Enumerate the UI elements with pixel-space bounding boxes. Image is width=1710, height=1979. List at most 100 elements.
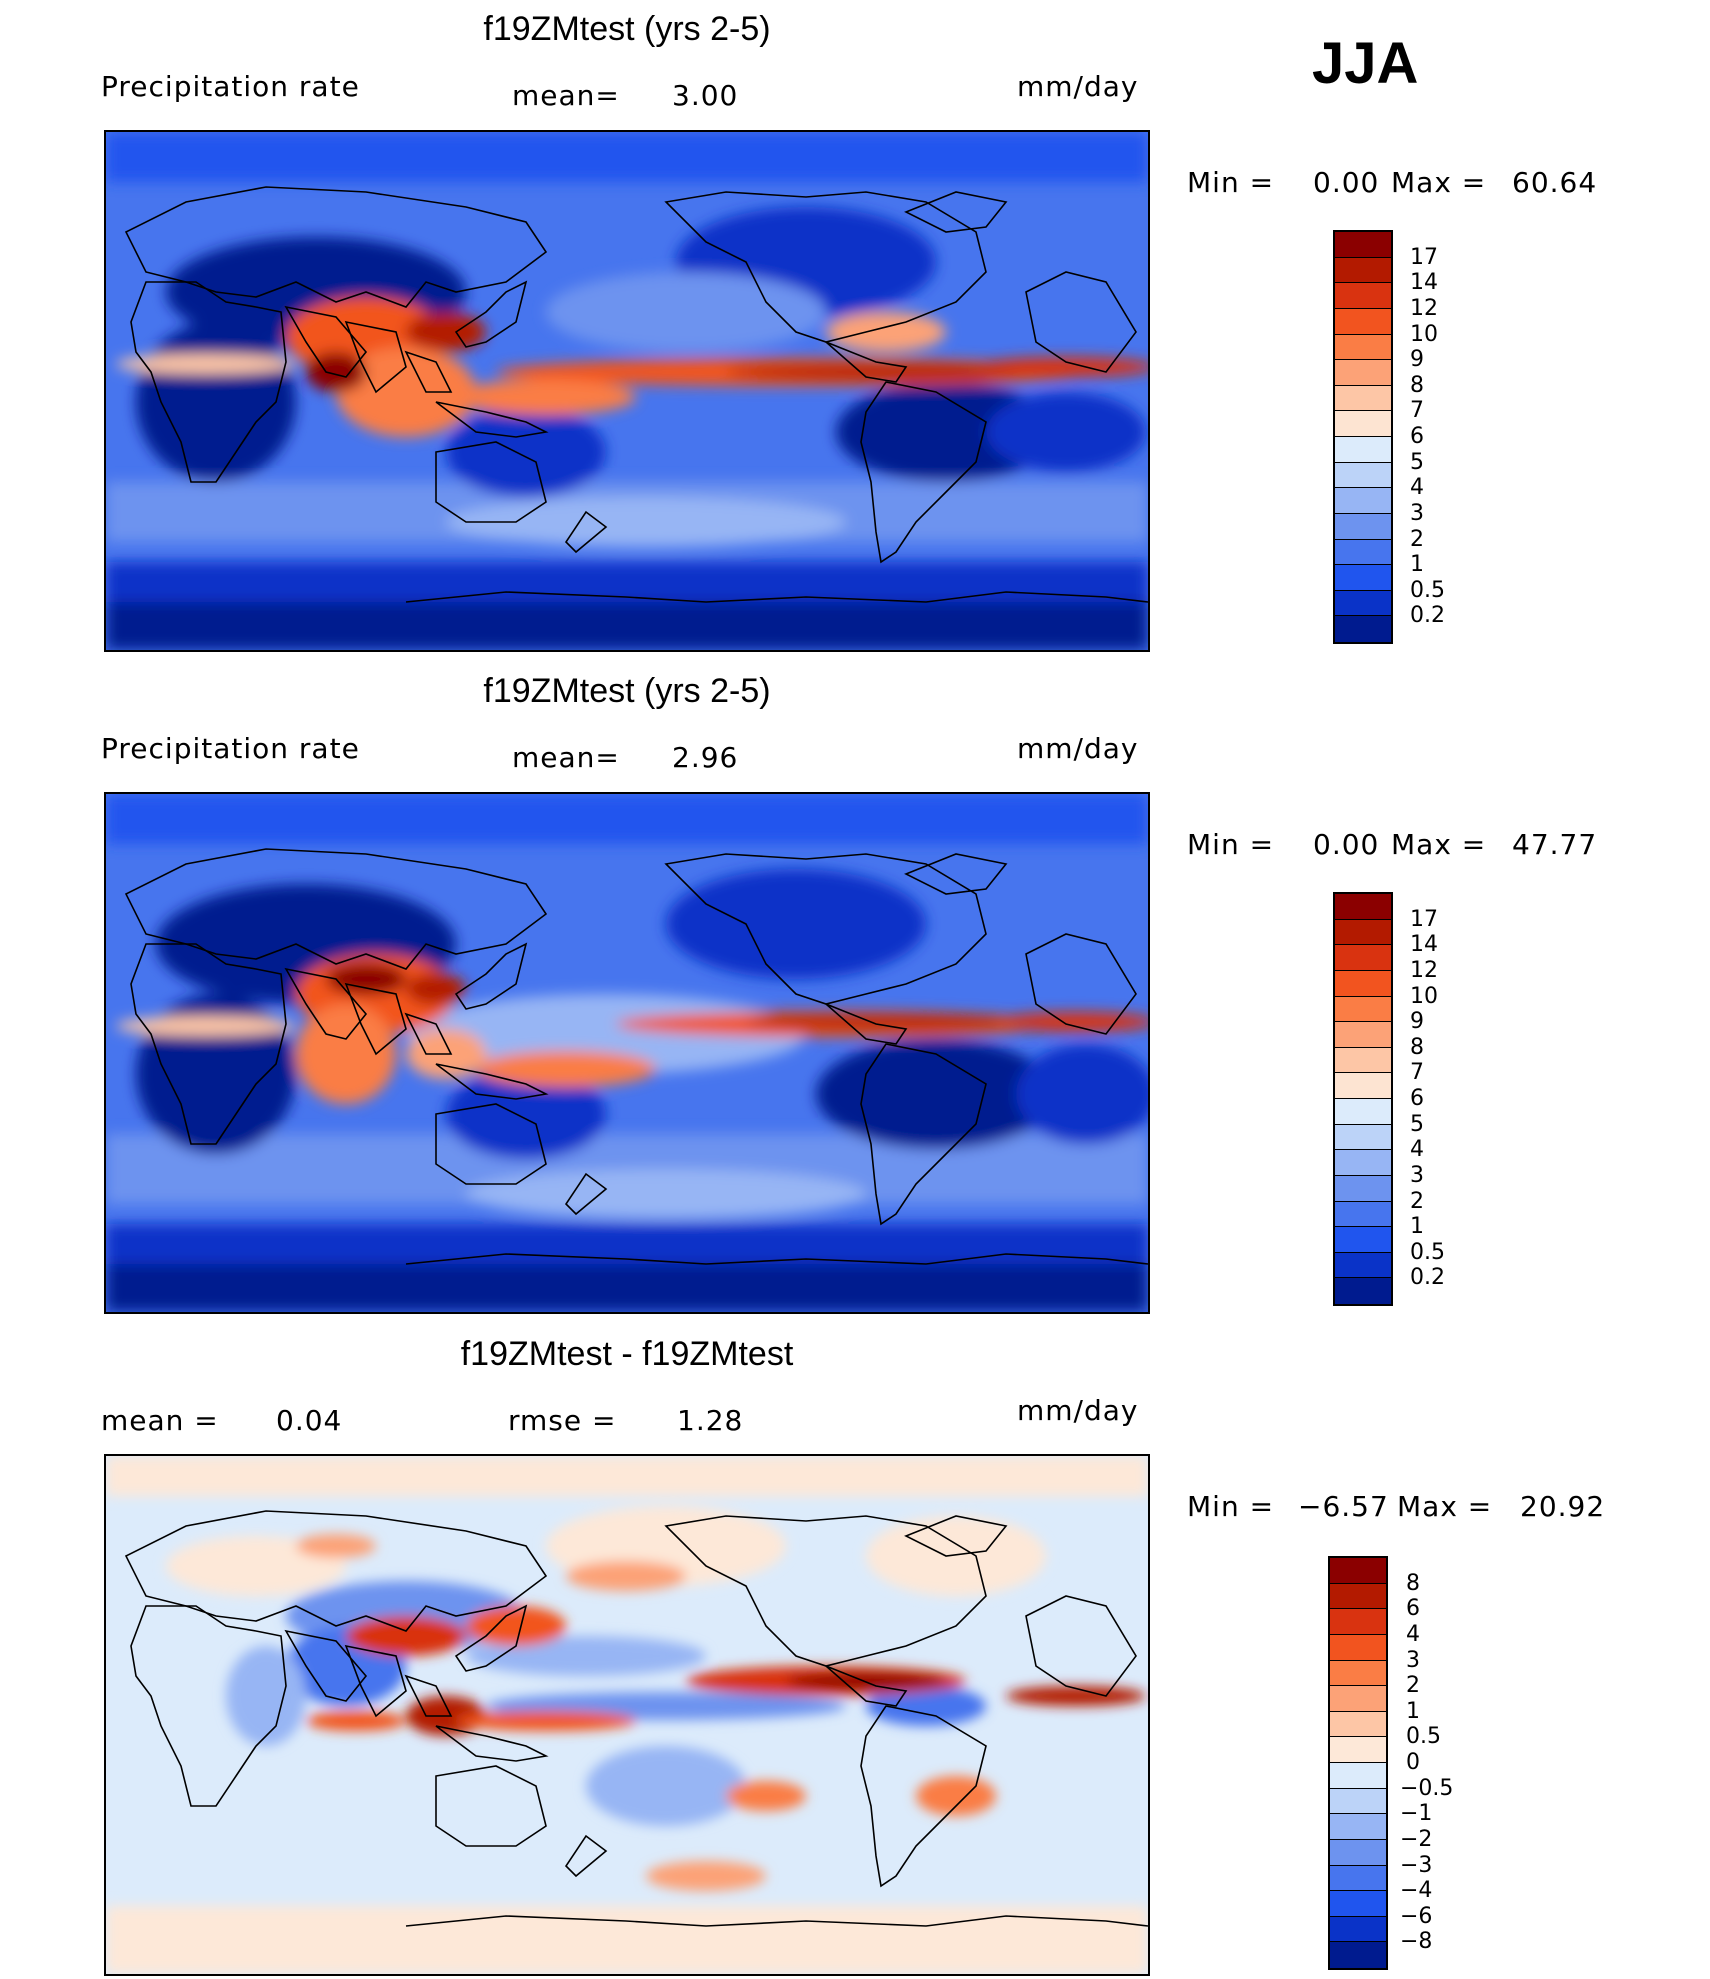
colorbar-tick-label: 7 — [1410, 1060, 1424, 1086]
colorbar-tick-label: 6 — [1406, 1596, 1420, 1622]
panel-3-mean-label: mean = — [101, 1404, 219, 1437]
colorbar-swatch — [1335, 283, 1391, 309]
colorbar-tick-label: 14 — [1410, 270, 1438, 296]
panel-3-title: f19ZMtest - f19ZMtest — [460, 1335, 794, 1373]
colorbar-tick-label: −0.5 — [1400, 1775, 1454, 1801]
colorbar-tick-label: 6 — [1410, 424, 1424, 449]
panel-1-coastlines — [124, 186, 1148, 603]
colorbar-tick-label: 8 — [1406, 1570, 1420, 1596]
colorbar-swatch — [1330, 1942, 1386, 1968]
colorbar-swatch — [1330, 1609, 1386, 1635]
colorbar-tick-label: 2 — [1410, 526, 1424, 552]
panel-2-max-value: 47.77 — [1512, 828, 1598, 861]
panel-3-rmse-label: rmse = — [508, 1404, 617, 1437]
colorbar-swatch — [1330, 1686, 1386, 1712]
colorbar-swatch — [1335, 1252, 1391, 1279]
colorbar-swatch — [1335, 616, 1391, 642]
colorbar-swatch — [1335, 232, 1391, 258]
panel-3-rmse-value: 1.28 — [677, 1404, 744, 1437]
panel-1-colorbar — [1333, 230, 1393, 644]
colorbar-swatch — [1330, 1634, 1386, 1661]
panel-1-min-label: Min = — [1187, 166, 1275, 199]
colorbar-tick-label: 0.5 — [1406, 1724, 1441, 1750]
colorbar-swatch — [1335, 334, 1391, 361]
colorbar-tick-label: 8 — [1410, 1034, 1424, 1060]
panel-3-max-label: Max = — [1397, 1490, 1493, 1523]
panel-2-title: f19ZMtest (yrs 2-5) — [483, 672, 771, 710]
colorbar-tick-label: −1 — [1400, 1801, 1433, 1827]
colorbar-swatch — [1335, 360, 1391, 386]
panel-3-map — [104, 1454, 1150, 1976]
colorbar-tick-label: 12 — [1410, 957, 1438, 983]
colorbar-tick-label: 5 — [1410, 1111, 1424, 1137]
colorbar-swatch — [1335, 1175, 1391, 1202]
panel-1-map — [104, 130, 1150, 652]
panel-2-map-field — [106, 794, 1148, 1312]
colorbar-swatch — [1330, 1737, 1386, 1763]
colorbar-swatch — [1335, 411, 1391, 437]
colorbar-tick-label: 17 — [1410, 906, 1438, 932]
panel-1-title: f19ZMtest (yrs 2-5) — [483, 10, 771, 48]
panel-2-map — [104, 792, 1150, 1314]
colorbar-swatch — [1335, 513, 1391, 540]
panel-3-colorbar — [1328, 1556, 1388, 1970]
colorbar-swatch — [1335, 894, 1391, 920]
colorbar-swatch — [1330, 1660, 1386, 1687]
colorbar-tick-label: −8 — [1400, 1929, 1433, 1955]
colorbar-tick-label: 3 — [1410, 500, 1424, 526]
colorbar-tick-label: 0.2 — [1410, 603, 1445, 629]
colorbar-tick-label: 0 — [1406, 1750, 1420, 1775]
colorbar-swatch — [1335, 462, 1391, 489]
panel-3-coastlines — [124, 1510, 1148, 1927]
colorbar-tick-label: −4 — [1400, 1878, 1433, 1904]
panel-3-min-label: Min = — [1187, 1490, 1275, 1523]
panel-1-max-value: 60.64 — [1512, 166, 1598, 199]
colorbar-swatch — [1335, 1227, 1391, 1253]
colorbar-tick-label: 0.5 — [1410, 577, 1445, 603]
panel-2-min-label: Min = — [1187, 828, 1275, 861]
panel-3-units: mm/day — [1017, 1394, 1139, 1427]
panel-1-variable: Precipitation rate — [101, 70, 360, 103]
colorbar-swatch — [1330, 1583, 1386, 1610]
panel-3-min-value: −6.57 — [1298, 1490, 1389, 1523]
colorbar-tick-label: 2 — [1410, 1188, 1424, 1214]
colorbar-tick-label: 0.2 — [1410, 1265, 1445, 1291]
colorbar-swatch — [1330, 1814, 1386, 1840]
colorbar-swatch — [1330, 1891, 1386, 1917]
colorbar-swatch — [1335, 565, 1391, 591]
colorbar-tick-label: 10 — [1410, 321, 1438, 347]
panel-3-mean-value: 0.04 — [276, 1404, 343, 1437]
colorbar-swatch — [1335, 1022, 1391, 1048]
colorbar-swatch — [1330, 1763, 1386, 1789]
colorbar-tick-label: 4 — [1406, 1621, 1420, 1647]
panel-3-max-value: 20.92 — [1520, 1490, 1606, 1523]
colorbar-swatch — [1335, 1201, 1391, 1228]
colorbar-swatch — [1330, 1711, 1386, 1738]
colorbar-swatch — [1335, 539, 1391, 566]
colorbar-swatch — [1335, 437, 1391, 463]
panel-1-max-label: Max = — [1391, 166, 1487, 199]
colorbar-tick-label: 14 — [1410, 932, 1438, 958]
colorbar-swatch — [1335, 1099, 1391, 1125]
panel-2-variable: Precipitation rate — [101, 732, 360, 765]
colorbar-swatch — [1335, 1073, 1391, 1099]
colorbar-tick-label: 9 — [1410, 1009, 1424, 1035]
colorbar-swatch — [1335, 308, 1391, 335]
colorbar-swatch — [1335, 385, 1391, 412]
panel-2-min-value: 0.00 — [1313, 828, 1380, 861]
panel-1-units: mm/day — [1017, 70, 1139, 103]
colorbar-swatch — [1330, 1839, 1386, 1866]
panel-2-mean-value: 2.96 — [672, 741, 739, 774]
colorbar-swatch — [1330, 1788, 1386, 1815]
panel-2-max-label: Max = — [1391, 828, 1487, 861]
colorbar-tick-label: 17 — [1410, 244, 1438, 270]
colorbar-tick-label: 8 — [1410, 372, 1424, 398]
colorbar-tick-label: −6 — [1400, 1903, 1433, 1929]
colorbar-tick-label: 9 — [1410, 347, 1424, 373]
colorbar-swatch — [1335, 1278, 1391, 1304]
colorbar-swatch — [1335, 488, 1391, 514]
panel-2-mean-label: mean= — [512, 741, 620, 774]
panel-1-map-field — [106, 132, 1148, 650]
colorbar-swatch — [1330, 1558, 1386, 1584]
colorbar-tick-label: 6 — [1410, 1086, 1424, 1111]
